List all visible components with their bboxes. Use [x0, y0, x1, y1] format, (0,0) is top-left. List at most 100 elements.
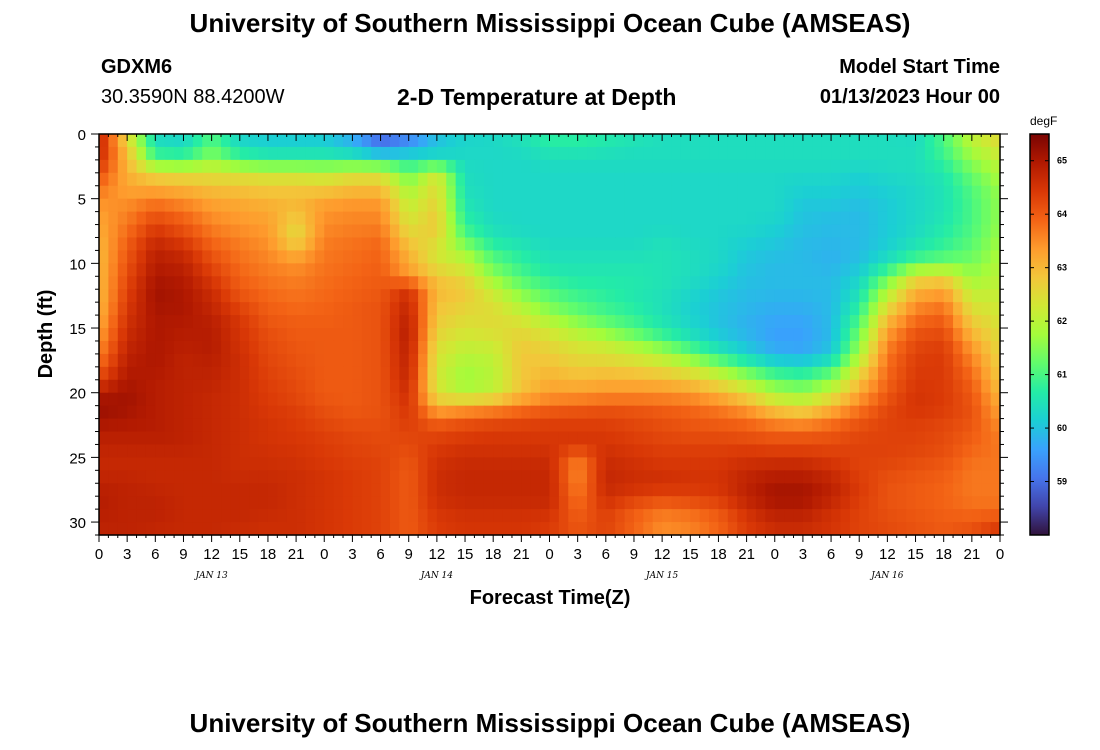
x-tick-label: 12: [654, 546, 671, 563]
colorbar-tick-label: 59: [1057, 477, 1067, 487]
heatmap-cell: [906, 418, 917, 433]
heatmap-cell: [962, 250, 973, 264]
heatmap-cell: [605, 379, 616, 394]
heatmap-cell: [136, 276, 147, 290]
heatmap-cell: [877, 289, 888, 303]
heatmap-cell: [643, 366, 654, 381]
heatmap-cell: [981, 146, 992, 161]
heatmap-cell: [727, 496, 738, 510]
heatmap-cell: [361, 353, 372, 368]
heatmap-cell: [99, 172, 109, 187]
heatmap-cell: [699, 496, 710, 510]
heatmap-cell: [221, 340, 231, 355]
heatmap-cell: [145, 522, 156, 536]
heatmap-cell: [746, 146, 757, 161]
heatmap-cell: [183, 302, 194, 316]
heatmap-cell: [239, 315, 250, 329]
heatmap-cell: [343, 302, 354, 316]
heatmap-cell: [633, 392, 644, 407]
heatmap-cell: [568, 509, 579, 523]
heatmap-cell: [840, 263, 851, 277]
heatmap-cell: [662, 470, 673, 484]
heatmap-cell: [202, 146, 213, 161]
heatmap-cell: [896, 250, 907, 264]
heatmap-cell: [793, 405, 804, 420]
heatmap-cell: [549, 340, 560, 355]
heatmap-cell: [380, 198, 391, 213]
x-tick-label: 21: [964, 546, 981, 563]
heatmap-cell: [540, 224, 551, 239]
heatmap-cell: [981, 509, 992, 523]
heatmap-cell: [286, 405, 297, 420]
heatmap-cell: [117, 328, 128, 342]
heatmap-cell: [680, 237, 691, 252]
heatmap-cell: [727, 379, 738, 394]
heatmap-cell: [286, 328, 297, 342]
heatmap-cell: [474, 159, 485, 174]
heatmap-cell: [934, 159, 945, 174]
heatmap-cell: [249, 302, 260, 316]
heatmap-cell: [962, 353, 973, 368]
heatmap-cell: [831, 224, 842, 239]
heatmap-cell: [755, 353, 766, 368]
heatmap-cell: [267, 405, 278, 420]
heatmap-cell: [155, 353, 166, 368]
heatmap-cell: [774, 289, 785, 303]
heatmap-cell: [408, 159, 419, 174]
heatmap-cell: [765, 224, 776, 239]
heatmap-cell: [192, 431, 203, 446]
heatmap-cell: [727, 224, 738, 239]
heatmap-cell: [361, 457, 372, 471]
heatmap-cell: [877, 431, 888, 446]
heatmap-cell: [596, 379, 607, 394]
heatmap-cell: [849, 276, 860, 290]
heatmap-cell: [577, 457, 588, 471]
heatmap-cell: [990, 146, 1001, 161]
heatmap-cell: [812, 224, 823, 239]
heatmap-cell: [277, 496, 288, 510]
heatmap-cell: [333, 276, 344, 290]
heatmap-cell: [596, 315, 607, 329]
heatmap-cell: [755, 379, 766, 394]
heatmap-cell: [521, 509, 532, 523]
heatmap-cell: [183, 237, 194, 252]
heatmap-cell: [652, 315, 663, 329]
heatmap-cell: [812, 172, 823, 187]
heatmap-cell: [117, 496, 128, 510]
heatmap-cell: [680, 224, 691, 239]
heatmap-cell: [859, 276, 870, 290]
heatmap-cell: [662, 185, 673, 200]
heatmap-cell: [136, 328, 147, 342]
heatmap-cell: [408, 134, 419, 148]
heatmap-cell: [418, 496, 429, 510]
heatmap-cell: [718, 276, 729, 290]
heatmap-cell: [540, 289, 551, 303]
heatmap-cell: [887, 418, 898, 433]
heatmap-cell: [446, 224, 457, 239]
heatmap-cell: [934, 392, 945, 407]
heatmap-cell: [587, 237, 598, 252]
heatmap-cell: [568, 366, 579, 381]
heatmap-cell: [483, 366, 494, 381]
heatmap-cell: [371, 315, 382, 329]
heatmap-cell: [380, 509, 391, 523]
heatmap-cell: [605, 134, 616, 148]
heatmap-cell: [953, 289, 964, 303]
heatmap-cell: [230, 250, 241, 264]
heatmap-cell: [859, 250, 870, 264]
heatmap-cell: [671, 509, 682, 523]
heatmap-cell: [286, 224, 297, 239]
heatmap-cell: [361, 276, 372, 290]
heatmap-cell: [221, 392, 231, 407]
heatmap-cell: [680, 379, 691, 394]
heatmap-cell: [277, 405, 288, 420]
heatmap-cell: [267, 224, 278, 239]
heatmap-cell: [981, 483, 992, 497]
heatmap-cell: [690, 418, 701, 433]
heatmap-cell: [755, 263, 766, 277]
heatmap-cell: [962, 366, 973, 381]
heatmap-cell: [990, 172, 1001, 187]
heatmap-cell: [530, 522, 541, 536]
heatmap-cell: [840, 509, 851, 523]
heatmap-cell: [587, 509, 598, 523]
